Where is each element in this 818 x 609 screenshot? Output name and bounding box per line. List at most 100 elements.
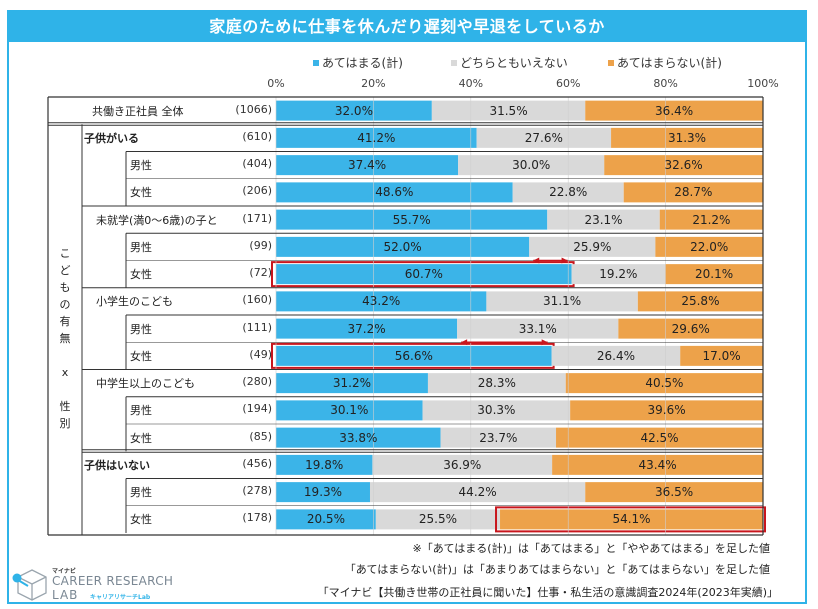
arrowhead-left-icon xyxy=(461,339,468,346)
row-sample-size: (278) xyxy=(242,484,272,498)
x-tick-label: 80% xyxy=(653,77,678,90)
row-sample-size: (160) xyxy=(242,293,272,307)
data-label: 23.1% xyxy=(584,212,623,227)
bar-segment xyxy=(637,291,763,312)
data-label: 54.1% xyxy=(612,512,651,527)
row-sample-size: (72) xyxy=(249,266,272,280)
bar-segment xyxy=(556,427,763,448)
legend-label: あてはまらない(計) xyxy=(617,56,722,70)
arrowhead-left-icon xyxy=(533,257,540,264)
vertical-label-char: x xyxy=(61,366,69,379)
bar-segment xyxy=(276,400,423,421)
arrowhead-right-icon xyxy=(561,257,568,264)
data-label: 31.3% xyxy=(667,130,707,145)
vertical-label-char: 無 xyxy=(59,332,71,345)
data-label: 42.5% xyxy=(640,430,679,445)
bar-segment xyxy=(680,345,763,366)
legend-item-not-applies: あてはまらない(計) xyxy=(608,54,722,71)
logo-cube-icon xyxy=(12,569,47,601)
bar-segment xyxy=(276,236,530,257)
bar-segment xyxy=(659,209,763,230)
row-label: 男性 xyxy=(130,486,152,500)
bar-segment xyxy=(276,482,370,503)
data-label: 43.4% xyxy=(638,457,677,472)
data-label: 27.6% xyxy=(524,130,563,145)
bar-segment xyxy=(276,345,552,366)
data-label: 17.0% xyxy=(702,348,741,363)
data-label: 20.5% xyxy=(306,512,345,527)
data-label: 55.7% xyxy=(392,212,431,227)
x-tick-label: 100% xyxy=(747,77,779,90)
bar-segment xyxy=(375,509,501,530)
bar-segment xyxy=(372,454,553,475)
x-tick-label: 0% xyxy=(267,77,285,90)
data-label: 31.5% xyxy=(489,103,528,118)
legend-swatch-gray xyxy=(451,59,457,66)
data-label: 25.8% xyxy=(681,294,720,309)
bar-segment xyxy=(276,427,441,448)
data-label: 33.8% xyxy=(339,430,378,445)
data-label: 29.6% xyxy=(671,321,710,336)
row-sample-size: (111) xyxy=(242,320,272,334)
legend-item-applies: あてはまる(計) xyxy=(313,54,403,71)
row-label: 男性 xyxy=(130,159,152,173)
data-label: 30.3% xyxy=(477,403,516,418)
row-sample-size: (610) xyxy=(242,129,272,143)
row-label: 女性 xyxy=(130,349,152,363)
bar-segment xyxy=(440,427,557,448)
note-not-applies-definition: 「あてはまらない(計)」は「あまりあてはまらない」と「あてはまらない」を足した値 xyxy=(344,563,770,576)
data-label: 30.1% xyxy=(330,403,369,418)
bar-segment xyxy=(427,373,566,394)
legend-swatch-orange xyxy=(608,59,614,66)
data-label: 21.2% xyxy=(692,212,731,227)
logo-brand-lab: LAB xyxy=(52,588,79,602)
logo-brand-sub: キャリアリサーチLab xyxy=(90,594,151,601)
vertical-label-char xyxy=(58,347,72,364)
legend-item-neutral: どちらともいえない xyxy=(451,54,568,71)
logo-brand-main: CAREER RESEARCH xyxy=(52,574,174,588)
x-tick-label: 20% xyxy=(361,77,386,90)
vertical-label-char: の xyxy=(59,298,71,311)
row-label: 女性 xyxy=(130,513,152,527)
data-label: 28.3% xyxy=(477,376,516,391)
bar-segment xyxy=(276,100,432,121)
vertical-label-char: 別 xyxy=(59,417,71,430)
row-label: 女性 xyxy=(130,268,152,282)
bar-segment xyxy=(604,155,763,176)
bar-segment xyxy=(551,345,681,366)
x-tick-label: 40% xyxy=(458,77,484,90)
data-label: 44.2% xyxy=(458,485,497,500)
legend-label: どちらともいえない xyxy=(460,56,568,70)
vertical-label-char xyxy=(58,381,72,398)
data-label: 31.1% xyxy=(543,294,582,309)
row-sample-size: (194) xyxy=(242,402,272,416)
legend-label: あてはまる(計) xyxy=(322,56,403,70)
data-label: 36.5% xyxy=(655,485,694,500)
bar-segment xyxy=(552,454,763,475)
row-sample-size: (404) xyxy=(242,157,272,171)
row-label: 子供はいない xyxy=(84,458,150,472)
row-label: 中学生以上のこども xyxy=(96,377,195,391)
legend: あてはまる(計) どちらともいえない あてはまらない(計) xyxy=(0,54,818,70)
row-label: 男性 xyxy=(130,404,152,418)
data-label: 25.9% xyxy=(573,239,612,254)
bar-segment xyxy=(457,318,619,339)
bar-segment xyxy=(431,100,586,121)
data-label: 28.7% xyxy=(674,185,713,200)
vertical-group-label: こどもの有無 x 性別 xyxy=(58,245,72,432)
row-sample-size: (85) xyxy=(249,429,272,443)
highlight-box xyxy=(495,506,766,533)
data-label: 33.1% xyxy=(518,321,557,336)
row-sample-size: (1066) xyxy=(235,102,272,116)
data-label: 25.5% xyxy=(418,512,457,527)
bar-segment xyxy=(565,373,763,394)
data-label: 26.4% xyxy=(596,348,635,363)
career-research-lab-logo: マイナビ CAREER RESEARCH LAB キャリアリサーチLab xyxy=(10,566,200,604)
bar-segment xyxy=(571,264,666,285)
source-note: 「マイナビ【共働き世帯の正社員に聞いた】仕事・私生活の意識調査2024年(202… xyxy=(317,586,778,599)
data-label: 60.7% xyxy=(404,267,443,282)
row-label: 小学生のこども xyxy=(96,295,173,309)
data-label: 22.0% xyxy=(690,239,729,254)
legend-swatch-blue xyxy=(313,59,319,66)
